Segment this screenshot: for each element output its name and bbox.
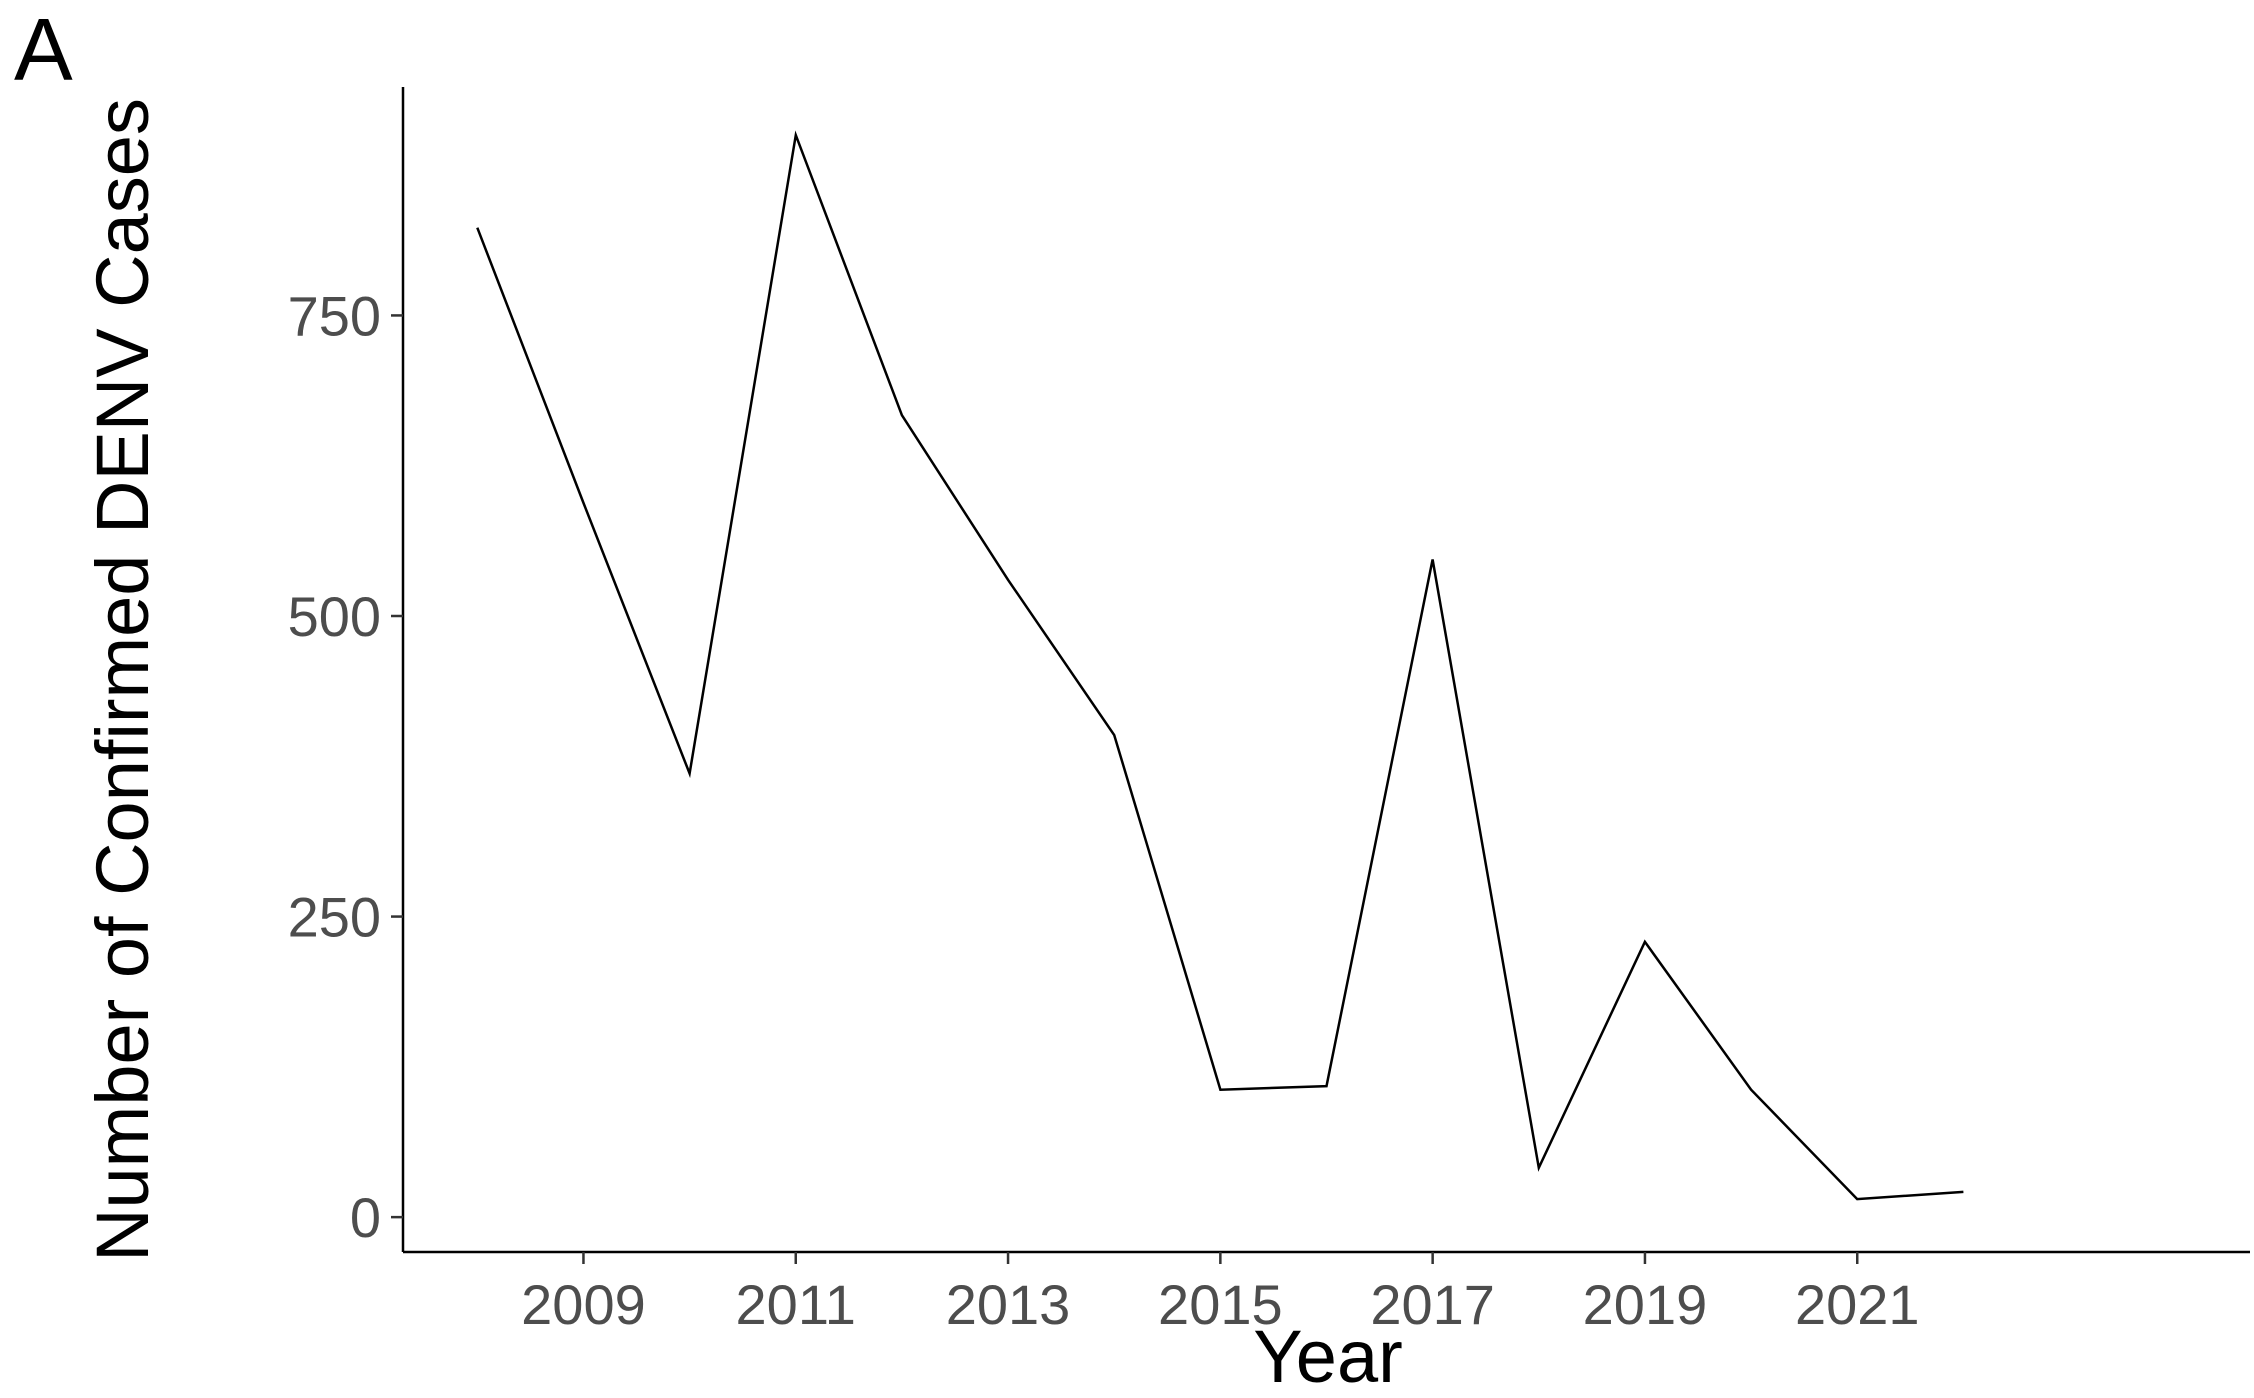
panel-label: A [14, 0, 73, 99]
y-tick-label: 750 [288, 284, 381, 347]
x-axis-title: Year [1253, 1315, 1403, 1398]
y-tick-label: 250 [288, 886, 381, 949]
plot-area: 0 250 500 750 2009 2011 2013 2015 2017 2019 2021 [288, 87, 2250, 1336]
x-tick-label: 2015 [1158, 1273, 1283, 1336]
x-tick-label: 2009 [521, 1273, 646, 1336]
y-axis-ticks: 0 250 500 750 [288, 284, 403, 1249]
x-tick-label: 2011 [736, 1273, 856, 1336]
x-axis-ticks: 2009 2011 2013 2015 2017 2019 2021 [521, 1252, 1920, 1336]
x-tick-label: 2013 [946, 1273, 1071, 1336]
y-axis-title: Number of Confirmed DENV Cases [81, 98, 164, 1262]
x-tick-label: 2021 [1795, 1273, 1920, 1336]
y-tick-label: 0 [350, 1186, 381, 1249]
x-tick-label: 2019 [1583, 1273, 1708, 1336]
y-tick-label: 500 [288, 585, 381, 648]
series-line [476, 130, 1964, 1201]
x-tick-label: 2017 [1370, 1273, 1495, 1336]
